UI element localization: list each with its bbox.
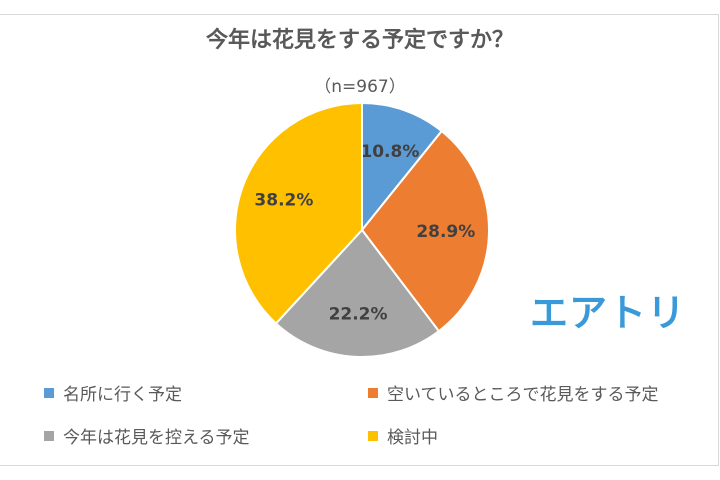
- legend-item-undecided: 検討中: [368, 423, 438, 448]
- legend-swatch: [368, 430, 378, 441]
- brand-logo: エアトリ: [530, 291, 687, 335]
- pie-slice-famous-spots: [361, 101, 444, 233]
- legend-swatch: [368, 387, 378, 398]
- data-label-quiet-spots: 28.9%: [416, 222, 475, 242]
- legend-label: 名所に行く予定: [63, 385, 182, 405]
- chart-frame: [0, 14, 719, 466]
- data-label-undecided: 38.2%: [254, 191, 313, 211]
- pie-slice-refrain: [274, 228, 441, 358]
- legend-label: 今年は花見を控える予定: [63, 428, 250, 448]
- legend-label: 検討中: [387, 428, 438, 448]
- chart-title: 今年は花見をする予定ですか？: [205, 28, 514, 53]
- pie-slice-undecided: [234, 101, 363, 325]
- data-label-famous-spots: 10.8%: [360, 142, 419, 162]
- data-label-refrain: 22.2%: [329, 305, 388, 325]
- legend-swatch: [44, 387, 54, 398]
- legend-swatch: [44, 430, 54, 441]
- chart-subtitle: （n=967）: [314, 77, 406, 97]
- pie-slice-quiet-spots: [360, 129, 490, 333]
- legend-label: 空いているところで花見をする予定: [387, 385, 659, 405]
- legend-item-refrain: 今年は花見を控える予定: [44, 423, 250, 448]
- legend-item-quiet-spots: 空いているところで花見をする予定: [368, 380, 659, 405]
- legend-item-famous-spots: 名所に行く予定: [44, 380, 182, 405]
